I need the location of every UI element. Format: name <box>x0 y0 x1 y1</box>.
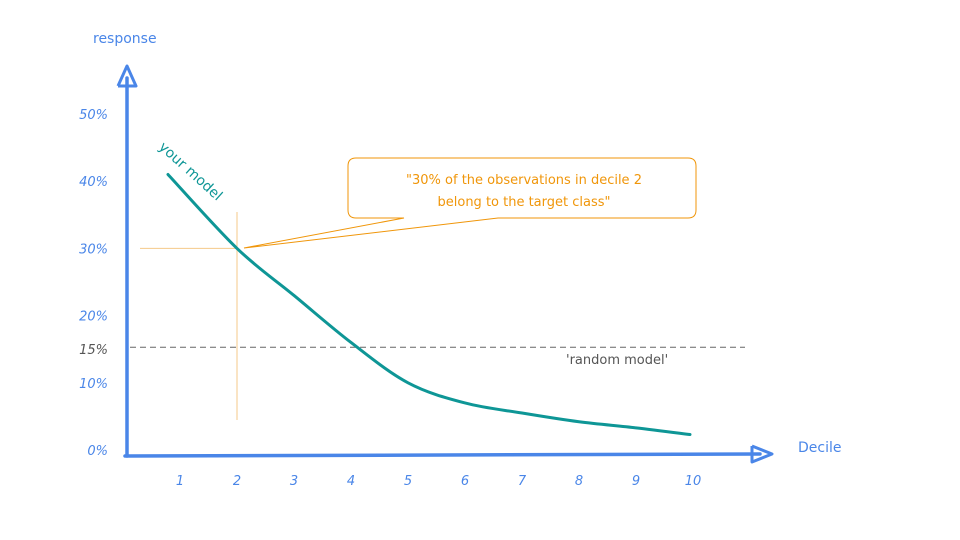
y-tick-label-20: 20% <box>79 310 108 325</box>
x-tick-label-7: 7 <box>518 474 527 489</box>
y-tick-labels: 0% 10% 15% 20% 30% 40% 50% <box>79 108 108 459</box>
annotation-text-line1: "30% of the observations in decile 2 <box>406 173 642 188</box>
annotation-text-line2: belong to the target class" <box>438 195 611 210</box>
x-tick-label-10: 10 <box>685 474 702 489</box>
x-tick-label-9: 9 <box>632 474 640 489</box>
x-tick-label-8: 8 <box>575 474 583 489</box>
x-tick-label-4: 4 <box>347 474 355 489</box>
x-tick-label-3: 3 <box>290 474 298 489</box>
random-model-label: 'random model' <box>566 353 668 368</box>
y-tick-label-10: 10% <box>79 377 108 392</box>
y-tick-label-15: 15% <box>79 343 108 358</box>
x-axis-arrowhead <box>750 444 774 464</box>
y-tick-label-50: 50% <box>79 108 108 123</box>
annotation-callout-box <box>243 157 697 249</box>
y-axis-title: response <box>93 31 157 47</box>
y-tick-label-0: 0% <box>87 444 108 459</box>
x-tick-label-1: 1 <box>176 474 184 489</box>
your-model-label: your model <box>155 139 225 204</box>
y-tick-label-40: 40% <box>79 175 108 190</box>
x-tick-label-6: 6 <box>461 474 469 489</box>
x-tick-label-2: 2 <box>233 474 241 489</box>
y-axis-arrowhead <box>116 64 138 88</box>
x-tick-label-5: 5 <box>404 474 412 489</box>
x-axis-title: Decile <box>798 440 841 456</box>
your-model-curve <box>166 172 692 437</box>
x-axis <box>123 452 762 458</box>
x-tick-labels: 1 2 3 4 5 6 7 8 9 10 <box>176 474 701 489</box>
y-tick-label-30: 30% <box>79 242 108 257</box>
annotation-guides <box>140 212 238 420</box>
